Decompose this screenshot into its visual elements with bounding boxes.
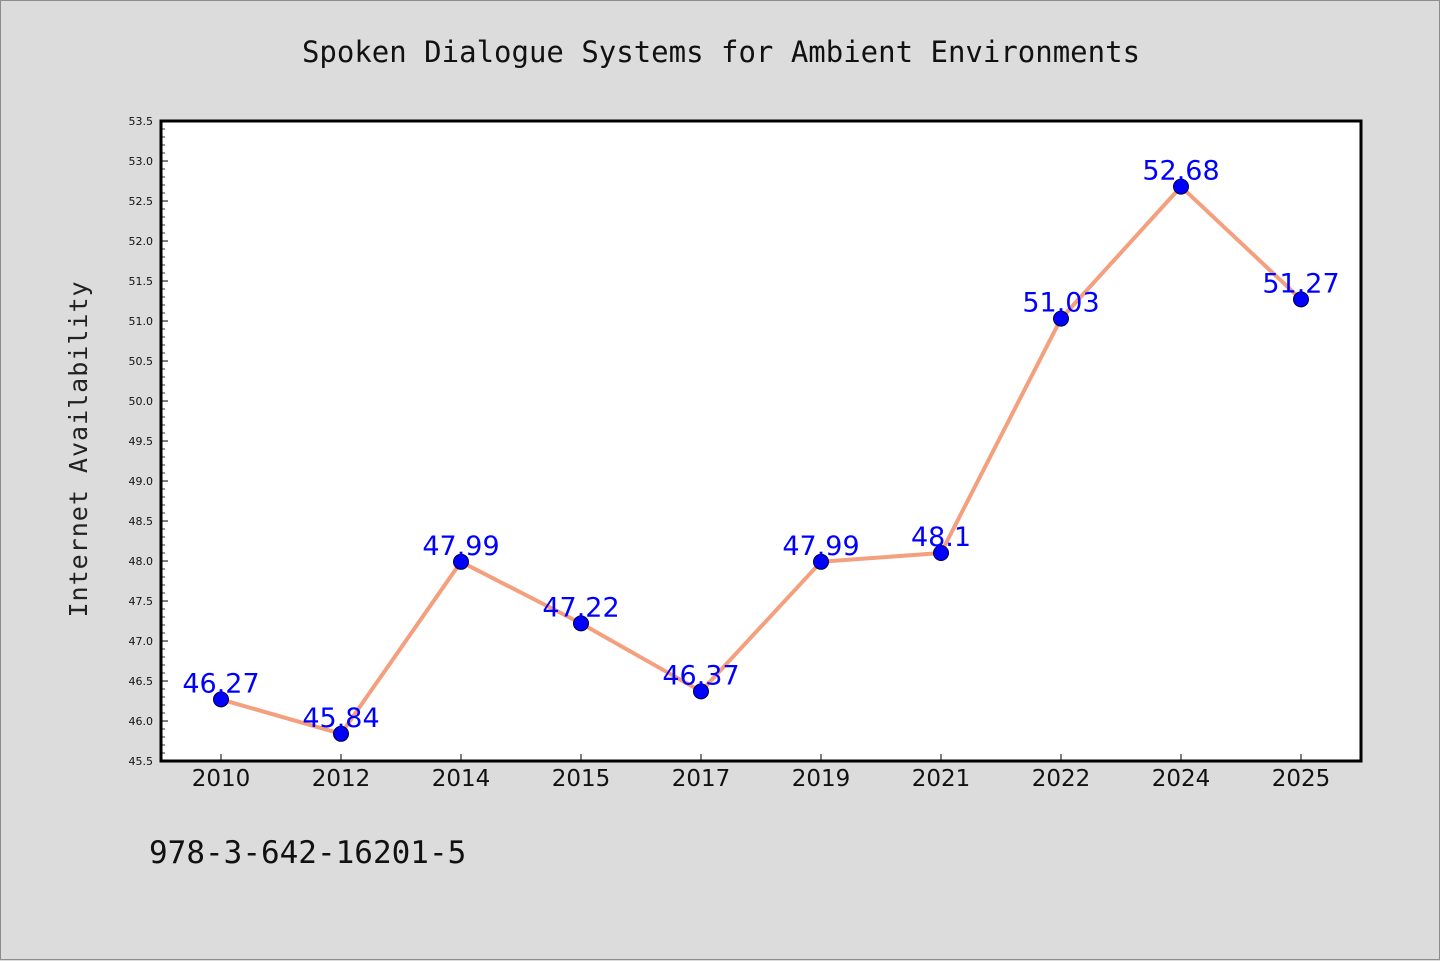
data-point xyxy=(1293,291,1309,308)
y-tick-label: 48.0 xyxy=(129,555,154,568)
data-point xyxy=(693,683,709,700)
data-label: 51.27 xyxy=(1262,268,1339,299)
y-tick-label: 50.5 xyxy=(129,355,154,368)
data-point xyxy=(573,615,589,632)
data-point xyxy=(813,553,829,570)
data-label: 51.03 xyxy=(1022,288,1099,319)
data-point xyxy=(1173,178,1189,195)
y-tick-label: 52.5 xyxy=(129,195,154,208)
data-label: 47.99 xyxy=(782,531,859,562)
data-label: 46.27 xyxy=(182,668,259,699)
y-tick-label: 52.0 xyxy=(129,235,154,248)
chart-title: Spoken Dialogue Systems for Ambient Envi… xyxy=(301,35,1141,69)
y-tick-label: 53.5 xyxy=(129,115,154,128)
y-tick-label: 48.5 xyxy=(129,515,154,528)
y-axis: 45.5 46.0 46.5 47.0 47.5 48.0 48.5 49.0 49.5 50.0… xyxy=(129,115,168,768)
y-tick-label: 46.5 xyxy=(129,675,154,688)
y-tick-label: 50.0 xyxy=(129,395,154,408)
data-label: 52.68 xyxy=(1142,156,1219,187)
x-tick-label: 2024 xyxy=(1152,766,1211,792)
y-tick-label: 47.0 xyxy=(129,635,154,648)
x-tick-label: 2010 xyxy=(192,766,251,792)
data-point xyxy=(933,545,949,561)
y-tick-label: 51.0 xyxy=(129,315,154,328)
data-label: 47.99 xyxy=(422,531,499,562)
data-point xyxy=(453,553,469,570)
y-tick-label: 45.5 xyxy=(129,755,154,768)
x-tick-label: 2019 xyxy=(792,766,851,792)
y-tick-label: 51.5 xyxy=(129,275,154,288)
y-tick-label: 49.5 xyxy=(129,435,154,448)
data-point xyxy=(333,725,349,742)
x-tick-label: 2017 xyxy=(672,766,731,792)
x-tick-label: 2012 xyxy=(312,766,371,792)
data-label: 46.37 xyxy=(662,660,739,691)
series-line xyxy=(220,184,1303,736)
data-label: 47.22 xyxy=(542,592,619,623)
y-tick-label: 47.5 xyxy=(129,595,154,608)
data-label: 45.84 xyxy=(302,703,379,734)
x-tick-label: 2022 xyxy=(1032,766,1091,792)
x-tick-label: 2025 xyxy=(1272,766,1331,792)
plot-area xyxy=(159,119,1363,763)
data-point xyxy=(213,691,229,708)
y-tick-label: 46.0 xyxy=(129,715,154,728)
y-tick-label: 53.0 xyxy=(129,155,154,168)
x-axis: 2010 2012 2014 2015 2017 2019 2021 2022 2024 2025 xyxy=(192,754,1331,792)
y-axis-label: Internet Availability xyxy=(64,280,93,617)
footer-note: 978-3-642-16201-5 xyxy=(149,835,467,871)
data-point xyxy=(1053,310,1069,327)
x-tick-label: 2014 xyxy=(432,766,491,792)
x-tick-label: 2015 xyxy=(552,766,611,792)
series-layer: 46.27 45.84 47.99 47.22 46.37 47.99 48.1 51.03 5… xyxy=(182,156,1340,742)
x-tick-label: 2021 xyxy=(912,766,971,792)
y-tick-label: 49.0 xyxy=(129,475,154,488)
data-label: 48.1 xyxy=(911,522,971,553)
